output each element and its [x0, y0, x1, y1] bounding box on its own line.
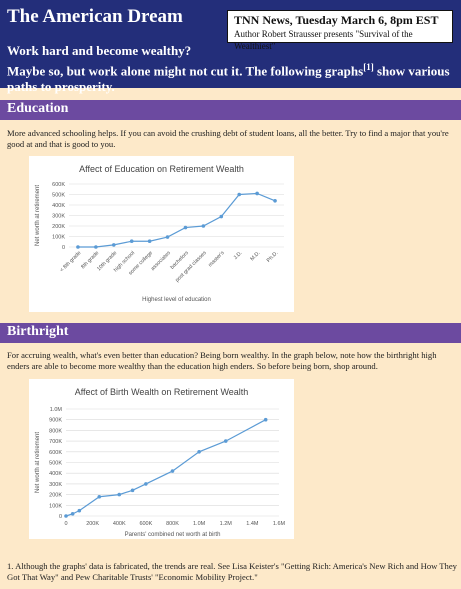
- data-point: [64, 514, 68, 518]
- series-line: [65, 419, 266, 517]
- y-tick-label: 500K: [52, 193, 65, 199]
- x-tick-label: 1.2M: [220, 521, 233, 527]
- x-tick-label: 1.4M: [246, 521, 259, 527]
- y-tick-label: 500K: [49, 461, 62, 467]
- data-point: [263, 417, 268, 422]
- y-tick-label: 1.0M: [50, 407, 63, 413]
- y-tick-label: 400K: [52, 203, 65, 209]
- y-tick-label: 300K: [49, 482, 62, 488]
- data-point: [273, 199, 277, 203]
- data-point: [165, 235, 170, 239]
- x-tick-label: < 8th grade: [59, 250, 82, 273]
- news-box: TNN News, Tuesday March 6, 8pm EST Autho…: [227, 10, 453, 51]
- data-point: [219, 214, 224, 219]
- birthright-text: For accruing wealth, what's even better …: [7, 350, 437, 371]
- x-tick-label: 1.0M: [193, 521, 206, 527]
- x-tick-label: 600K: [139, 521, 152, 527]
- data-point: [223, 439, 228, 443]
- tagline: Work hard and become wealthy? Maybe so, …: [7, 43, 457, 95]
- x-tick-label: 200K: [86, 521, 99, 527]
- x-tick-label: associates: [150, 250, 172, 272]
- data-point: [197, 450, 201, 454]
- y-tick-label: 100K: [52, 235, 65, 241]
- x-tick-label: 400K: [113, 521, 126, 527]
- data-point: [201, 224, 206, 228]
- y-tick-label: 400K: [49, 471, 62, 477]
- page-header: The American Dream TNN News, Tuesday Mar…: [0, 0, 461, 94]
- y-axis-label: Net worth at retirement: [35, 432, 41, 493]
- y-tick-label: 800K: [49, 428, 62, 434]
- data-point: [70, 512, 75, 516]
- data-point: [147, 239, 152, 244]
- data-point: [170, 469, 175, 473]
- y-tick-label: 200K: [49, 493, 62, 499]
- section-heading-birthright: Birthright: [0, 323, 461, 343]
- education-chart: Affect of Education on Retirement Wealth…: [29, 156, 294, 312]
- y-tick-label: 600K: [49, 450, 62, 456]
- section-heading-education: Education: [0, 100, 461, 120]
- birthright-chart: Affect of Birth Wealth on Retirement Wea…: [29, 379, 294, 539]
- data-point: [97, 494, 102, 499]
- tagline-line-2: Maybe so, but work alone might not cut i…: [7, 59, 457, 95]
- y-tick-label: 0: [62, 245, 65, 251]
- data-point: [129, 239, 134, 244]
- x-tick-label: 1.6M: [273, 521, 286, 527]
- x-tick-label: master's: [207, 250, 226, 269]
- birthright-chart-svg: Affect of Birth Wealth on Retirement Wea…: [35, 387, 286, 538]
- data-point: [255, 191, 259, 196]
- page-title: The American Dream: [7, 6, 183, 27]
- y-tick-label: 0: [59, 514, 62, 520]
- y-tick-label: 600K: [52, 182, 65, 188]
- tagline-text: Maybe so, but work alone might not cut i…: [7, 63, 364, 79]
- data-point: [111, 243, 116, 247]
- x-tick-label: Ph.D.: [266, 250, 280, 264]
- footnote-link[interactable]: [1]: [363, 62, 374, 72]
- data-point: [144, 482, 148, 486]
- education-text: More advanced schooling helps. If you ca…: [7, 128, 449, 149]
- y-tick-label: 900K: [49, 418, 62, 424]
- x-axis-label: Highest level of education: [142, 297, 211, 303]
- tagline-text-end: show various paths to prosperity.: [7, 63, 450, 95]
- data-point: [76, 245, 80, 249]
- x-tick-label: M.D.: [249, 250, 261, 262]
- x-tick-label: 800K: [166, 521, 179, 527]
- footnote: 1. Although the graphs' data is fabricat…: [7, 561, 457, 582]
- series-line: [77, 192, 276, 248]
- y-tick-label: 100K: [49, 503, 62, 509]
- tagline-line-1: Work hard and become wealthy?: [7, 43, 192, 58]
- y-axis-label: Net worth at retirement: [35, 185, 41, 246]
- data-point: [237, 192, 242, 197]
- x-axis-label: Parents' combined net worth at birth: [125, 532, 221, 538]
- chart-title: Affect of Birth Wealth on Retirement Wea…: [75, 387, 249, 397]
- data-point: [77, 508, 82, 513]
- x-tick-label: J.D.: [233, 250, 244, 261]
- chart-title: Affect of Education on Retirement Wealth: [79, 164, 244, 174]
- news-author: Author Robert Strausser presents "Surviv…: [234, 29, 413, 51]
- data-point: [94, 245, 98, 249]
- news-title: TNN News, Tuesday March 6, 8pm EST: [234, 13, 439, 27]
- y-tick-label: 300K: [52, 214, 65, 220]
- y-tick-label: 200K: [52, 224, 65, 230]
- education-chart-svg: Affect of Education on Retirement Wealth…: [35, 164, 284, 303]
- data-point: [130, 488, 135, 493]
- y-tick-label: 700K: [49, 439, 62, 445]
- data-point: [183, 225, 188, 230]
- data-point: [117, 492, 122, 497]
- x-tick-label: 0: [64, 521, 67, 527]
